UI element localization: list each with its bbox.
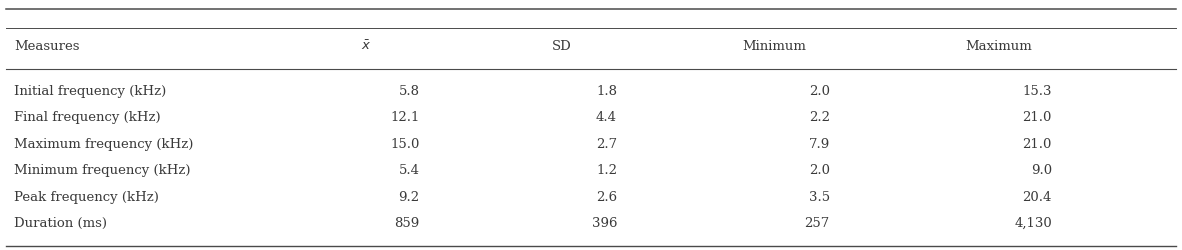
Text: 1.8: 1.8 <box>596 85 617 98</box>
Text: 2.0: 2.0 <box>808 85 830 98</box>
Text: SD: SD <box>552 40 571 53</box>
Text: 4.4: 4.4 <box>596 111 617 124</box>
Text: 257: 257 <box>805 216 830 229</box>
Text: Minimum: Minimum <box>742 40 806 53</box>
Text: 3.5: 3.5 <box>808 190 830 203</box>
Text: $\bar{x}$: $\bar{x}$ <box>362 40 371 53</box>
Text: Maximum frequency (kHz): Maximum frequency (kHz) <box>14 137 194 150</box>
Text: 9.2: 9.2 <box>398 190 420 203</box>
Text: 1.2: 1.2 <box>596 164 617 176</box>
Text: Minimum frequency (kHz): Minimum frequency (kHz) <box>14 164 190 176</box>
Text: 20.4: 20.4 <box>1022 190 1052 203</box>
Text: 2.2: 2.2 <box>808 111 830 124</box>
Text: 5.8: 5.8 <box>398 85 420 98</box>
Text: 9.0: 9.0 <box>1031 164 1052 176</box>
Text: 4,130: 4,130 <box>1014 216 1052 229</box>
Text: 2.6: 2.6 <box>596 190 617 203</box>
Text: 21.0: 21.0 <box>1022 137 1052 150</box>
Text: 12.1: 12.1 <box>390 111 420 124</box>
Text: 2.7: 2.7 <box>596 137 617 150</box>
Text: Final frequency (kHz): Final frequency (kHz) <box>14 111 161 124</box>
Text: Peak frequency (kHz): Peak frequency (kHz) <box>14 190 160 203</box>
Text: Maximum: Maximum <box>966 40 1032 53</box>
Text: 396: 396 <box>591 216 617 229</box>
Text: 2.0: 2.0 <box>808 164 830 176</box>
Text: Initial frequency (kHz): Initial frequency (kHz) <box>14 85 167 98</box>
Text: Duration (ms): Duration (ms) <box>14 216 108 229</box>
Text: 21.0: 21.0 <box>1022 111 1052 124</box>
Text: 5.4: 5.4 <box>398 164 420 176</box>
Text: Measures: Measures <box>14 40 79 53</box>
Text: 15.3: 15.3 <box>1022 85 1052 98</box>
Text: 859: 859 <box>395 216 420 229</box>
Text: 7.9: 7.9 <box>808 137 830 150</box>
Text: 15.0: 15.0 <box>390 137 420 150</box>
